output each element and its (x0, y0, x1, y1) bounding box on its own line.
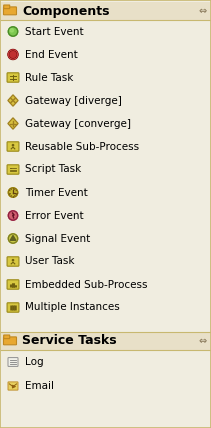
Text: Gateway [converge]: Gateway [converge] (25, 119, 131, 128)
FancyBboxPatch shape (7, 257, 19, 266)
Text: Rule Task: Rule Task (25, 72, 73, 83)
Text: Log: Log (25, 357, 44, 367)
Text: Embedded Sub-Process: Embedded Sub-Process (25, 279, 147, 289)
Text: Start Event: Start Event (25, 27, 84, 36)
FancyBboxPatch shape (7, 165, 19, 174)
FancyBboxPatch shape (8, 358, 18, 366)
Text: Timer Event: Timer Event (25, 187, 88, 197)
FancyBboxPatch shape (8, 382, 18, 390)
Circle shape (12, 144, 14, 146)
Polygon shape (8, 95, 18, 106)
Text: ⇔: ⇔ (199, 336, 207, 346)
FancyBboxPatch shape (4, 5, 10, 9)
FancyBboxPatch shape (4, 337, 16, 345)
Circle shape (8, 234, 18, 243)
Text: Signal Event: Signal Event (25, 234, 90, 244)
Circle shape (12, 259, 14, 262)
Text: Error Event: Error Event (25, 211, 84, 220)
Text: User Task: User Task (25, 256, 74, 267)
FancyBboxPatch shape (7, 73, 19, 82)
Polygon shape (8, 118, 18, 129)
FancyBboxPatch shape (4, 7, 16, 15)
Text: Reusable Sub-Process: Reusable Sub-Process (25, 142, 139, 152)
Circle shape (10, 29, 14, 32)
Circle shape (8, 211, 18, 220)
FancyBboxPatch shape (7, 142, 19, 151)
Text: Components: Components (22, 5, 110, 18)
Text: Gateway [diverge]: Gateway [diverge] (25, 95, 122, 105)
Circle shape (8, 50, 18, 59)
FancyBboxPatch shape (7, 303, 19, 312)
FancyBboxPatch shape (4, 335, 10, 339)
Text: Service Tasks: Service Tasks (22, 335, 117, 348)
FancyBboxPatch shape (1, 332, 210, 350)
FancyBboxPatch shape (1, 2, 210, 20)
Circle shape (8, 188, 18, 197)
Circle shape (8, 27, 18, 36)
FancyBboxPatch shape (7, 280, 19, 289)
Text: End Event: End Event (25, 50, 78, 59)
Text: Email: Email (25, 381, 54, 391)
Text: ⇔: ⇔ (199, 6, 207, 16)
Polygon shape (10, 235, 16, 240)
Text: Script Task: Script Task (25, 164, 81, 175)
Text: Multiple Instances: Multiple Instances (25, 303, 120, 312)
